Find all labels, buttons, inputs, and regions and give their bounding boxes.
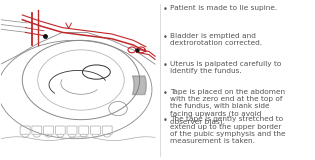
Text: Bladder is emptied and
dextrorotation corrected.: Bladder is emptied and dextrorotation co… <box>169 33 262 46</box>
Text: •: • <box>163 33 168 42</box>
Text: Uterus is palpated carefully to
identify the fundus.: Uterus is palpated carefully to identify… <box>169 61 281 74</box>
Text: Patient is made to lie supine.: Patient is made to lie supine. <box>169 5 277 12</box>
Text: •: • <box>163 5 168 14</box>
Text: •: • <box>163 89 168 98</box>
Text: •: • <box>163 116 168 125</box>
Text: •: • <box>163 61 168 70</box>
Text: The tape is gently stretched to
extend up to the upper border
of the pubic symph: The tape is gently stretched to extend u… <box>169 116 285 144</box>
Text: Tape is placed on the abdomen
with the zero end at the top of
the fundus, with b: Tape is placed on the abdomen with the z… <box>169 89 285 125</box>
